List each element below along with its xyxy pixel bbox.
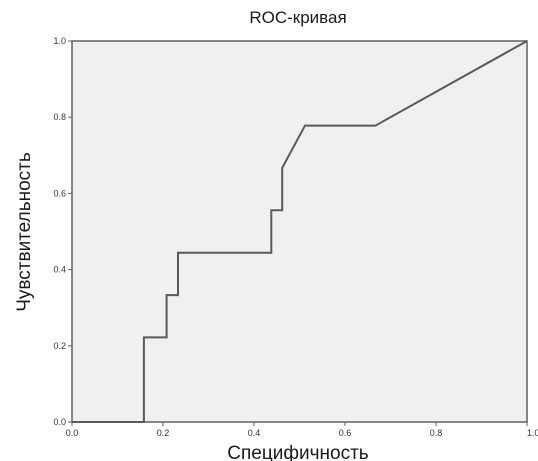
x-tick-label: 1.0 — [527, 428, 538, 438]
x-tick-label: 0.6 — [339, 428, 352, 438]
x-axis-ticks: 0.0 0.2 0.4 0.6 0.8 1.0 — [66, 422, 538, 438]
y-tick-label: 0.0 — [53, 417, 66, 427]
y-tick-label: 0.8 — [53, 112, 66, 122]
y-tick-label: 0.2 — [53, 341, 66, 351]
y-tick-label: 1.0 — [53, 36, 66, 46]
y-axis-ticks: 0.0 0.2 0.4 0.6 0.8 1.0 — [53, 36, 72, 427]
x-axis-label: Специфичность — [227, 443, 368, 461]
y-tick-label: 0.4 — [53, 265, 66, 275]
x-tick-label: 0.2 — [157, 428, 170, 438]
x-tick-label: 0.4 — [248, 428, 261, 438]
plot-area — [71, 40, 528, 423]
chart-title: ROC-кривая — [249, 8, 346, 27]
roc-curve-line — [72, 40, 528, 423]
y-tick-label: 0.6 — [53, 188, 66, 198]
y-axis-label: Чувствительность — [14, 152, 35, 312]
x-tick-label: 0.8 — [430, 428, 443, 438]
x-tick-label: 0.0 — [66, 428, 79, 438]
